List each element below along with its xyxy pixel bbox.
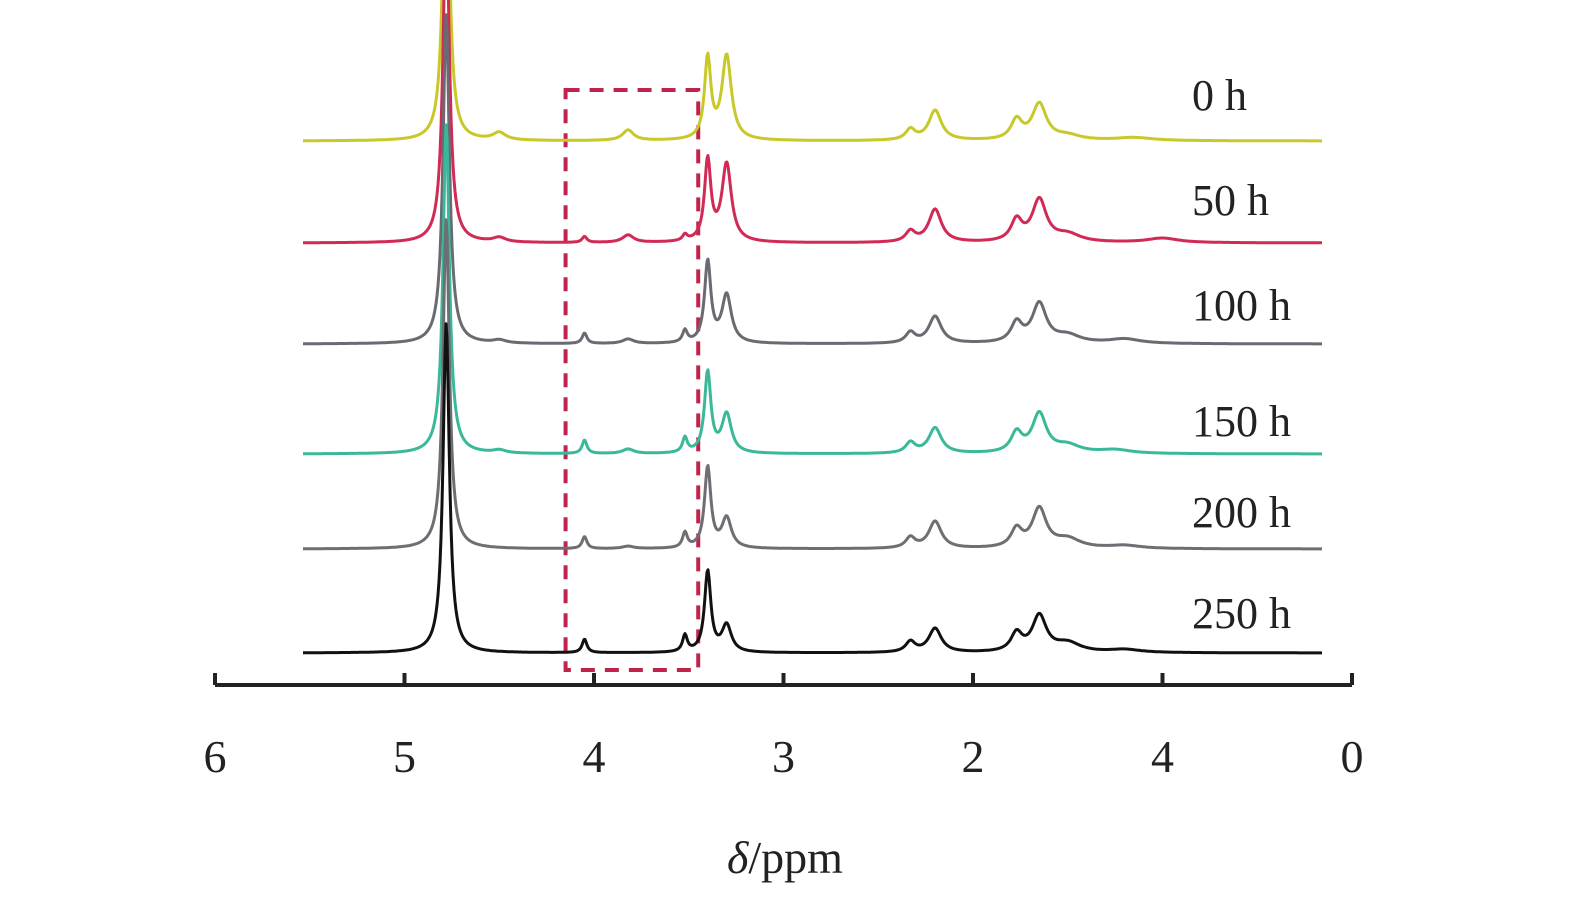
x-tick-label: 6 [204,731,227,782]
x-tick-label: 0 [1341,731,1364,782]
highlight-region-box [563,88,701,672]
spectrum-line-200h [302,218,1323,551]
x-tick-label: 4 [583,731,606,782]
series-label-250h: 250 h [1192,589,1291,638]
spectrum-line-0h [302,0,1323,143]
series-label-200h: 200 h [1192,488,1291,537]
series-label-150h: 150 h [1192,397,1291,446]
series-label-layer: 0 h 50 h 100 h 150 h 200 h 250 h [1192,71,1291,638]
x-tick-label: 5 [393,731,416,782]
x-tick-label: 4 [1151,731,1174,782]
x-tick-label: 2 [962,731,985,782]
spectrum-line-150h [302,123,1323,456]
spectrum-line-50h [302,0,1323,245]
x-tick-label: 3 [772,731,795,782]
series-label-100h: 100 h [1192,281,1291,330]
x-axis-title: δ/ppm [727,832,843,883]
x-axis: 6 5 4 3 2 4 0 [204,673,1364,782]
series-label-0h: 0 h [1192,71,1247,120]
x-axis-title-unit: /ppm [748,832,843,883]
highlight-region-layer [563,88,701,672]
series-layer [302,0,1323,655]
series-label-50h: 50 h [1192,176,1269,225]
spectrum-line-250h [302,322,1323,655]
x-axis-title-symbol: δ [727,832,749,883]
spectrum-line-100h [302,13,1323,346]
